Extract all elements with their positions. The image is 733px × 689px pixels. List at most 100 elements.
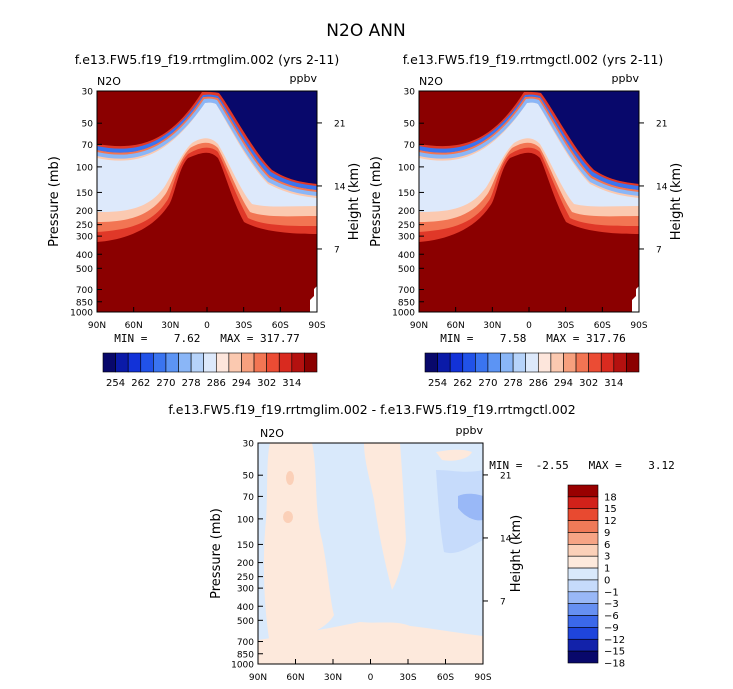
x-tick-label-90n: 90N	[249, 673, 267, 683]
y-tick-label-1000: 1000	[392, 309, 415, 319]
units-label: ppbv	[290, 72, 318, 85]
y-tick-label-100: 100	[237, 515, 254, 525]
y-right-tick-label-14: 14	[500, 534, 512, 544]
y-tick-label-70: 70	[404, 141, 416, 151]
y-right-tick-label-14: 14	[656, 182, 668, 192]
colorbar-swatch	[537, 352, 552, 373]
y-tick-label-300: 300	[76, 233, 93, 243]
colorbar-label-6: 6	[604, 540, 610, 551]
x-tick-label-60s: 60S	[437, 673, 454, 683]
y-tick-label-700: 700	[398, 286, 415, 296]
x-tick-label-30s: 30S	[399, 673, 416, 683]
colorbar-swatch	[190, 352, 205, 373]
colorbar-swatch	[567, 520, 599, 533]
y-right-tick-label-7: 7	[656, 245, 662, 255]
colorbar-label-294: 294	[232, 378, 251, 389]
colorbar-label-9: 9	[604, 528, 610, 539]
colorbar-swatch	[567, 579, 599, 593]
axes: 90N 60N 30N 0 30S 60S 90S 30 50 70 100 150 200 250 300…	[209, 440, 524, 684]
colorbar-swatch	[115, 352, 129, 373]
y-right-tick-label-21: 21	[656, 119, 667, 129]
y-tick-label-150: 150	[76, 189, 93, 199]
figure-title: N2O ANN	[326, 21, 405, 41]
y-tick-label-200: 200	[398, 207, 415, 217]
colorbar-swatch	[567, 508, 599, 521]
y-tick-label-400: 400	[398, 251, 415, 261]
x-tick-label-90n: 90N	[410, 321, 428, 331]
colorbar-label-18: 18	[604, 492, 617, 503]
colorbar-label-314: 314	[282, 378, 301, 389]
y-axis-title: Pressure (mb)	[209, 508, 224, 599]
y-right-axis-title: Height (km)	[669, 163, 684, 240]
y-tick-label-700: 700	[76, 286, 93, 296]
colorbar-label-3: 3	[604, 552, 610, 563]
colorbar-swatch	[567, 484, 599, 498]
colorbar-label-254: 254	[106, 378, 125, 389]
n2o-field	[419, 91, 639, 312]
field-gradient-band	[97, 98, 317, 196]
y-tick-label-250: 250	[398, 221, 415, 231]
x-tick-label-60n: 60N	[286, 673, 304, 683]
positive-anomaly-region	[263, 443, 334, 645]
panel-difference: f.e13.FW5.f19_f19.rrtmglim.002 - f.e13.F…	[168, 402, 674, 683]
y-tick-label-30: 30	[404, 88, 416, 98]
colorbar-swatch	[140, 352, 154, 373]
variable-label: N2O	[419, 75, 443, 88]
field-missing-area	[310, 286, 317, 312]
colorbar-label-minus-9: −9	[604, 623, 619, 634]
min-max-text: MIN = 7.58 MAX = 317.76	[440, 332, 625, 345]
colorbar-swatch	[512, 352, 527, 373]
y-tick-label-50: 50	[404, 120, 416, 130]
colorbar-swatch	[266, 352, 280, 373]
colorbar-label-286: 286	[207, 378, 226, 389]
y-tick-label-50: 50	[243, 472, 255, 482]
x-tick-label-0: 0	[526, 321, 532, 331]
y-tick-label-250: 250	[237, 573, 254, 583]
y-tick-label-150: 150	[237, 541, 254, 551]
x-tick-label-60s: 60S	[594, 321, 611, 331]
y-tick-label-70: 70	[82, 141, 94, 151]
colorbar-swatch	[475, 352, 489, 373]
x-tick-label-30s: 30S	[235, 321, 252, 331]
y-tick-label-400: 400	[76, 251, 93, 261]
colorbar-label-314: 314	[604, 378, 623, 389]
colorbar-swatch	[304, 352, 318, 373]
colorbar-label-262: 262	[453, 378, 472, 389]
field-low-region	[419, 91, 639, 184]
panel-rrtmglim: f.e13.FW5.f19_f19.rrtmglim.002 (yrs 2-11…	[47, 52, 362, 389]
y-tick-label-300: 300	[237, 585, 254, 595]
y-axis-title: Pressure (mb)	[369, 156, 384, 247]
colorbar-label-286: 286	[529, 378, 548, 389]
x-tick-label-90s: 90S	[474, 673, 491, 683]
y-right-tick-label-21: 21	[334, 119, 345, 129]
x-tick-label-30n: 30N	[483, 321, 501, 331]
x-tick-label-60s: 60S	[272, 321, 289, 331]
min-max-text: MIN = -2.55 MAX = 3.12	[489, 459, 674, 472]
axes: 90N 60N 30N 0 30S 60S 90S 30 50 70 100 150 200 250 300…	[47, 88, 362, 332]
y-tick-label-200: 200	[76, 207, 93, 217]
colorbar-swatch	[567, 591, 599, 604]
colorbar-label-270: 270	[156, 378, 175, 389]
colorbar-swatch	[278, 352, 293, 373]
colorbar-label-0: 0	[604, 575, 610, 586]
y-tick-label-1000: 1000	[231, 661, 254, 671]
colorbar-swatch	[487, 352, 501, 373]
field-low-region	[97, 91, 317, 184]
field-gradient-band	[97, 94, 317, 190]
colorbar-swatch	[203, 352, 217, 373]
y-tick-label-300: 300	[398, 233, 415, 243]
colorbar-swatch	[178, 352, 192, 373]
y-tick-label-100: 100	[76, 163, 93, 173]
colorbar-swatch	[575, 352, 589, 373]
colorbar-swatch	[228, 352, 242, 373]
field-gradient-band	[419, 94, 639, 190]
y-tick-label-500: 500	[237, 617, 254, 627]
colorbar-label-302: 302	[579, 378, 598, 389]
colorbar-swatch	[567, 627, 599, 640]
positive-anomaly-region	[436, 449, 472, 461]
negative-anomaly-region	[436, 470, 483, 554]
y-right-axis-title: Height (km)	[509, 515, 524, 592]
units-label: ppbv	[456, 424, 484, 437]
x-tick-label-30s: 30S	[557, 321, 574, 331]
